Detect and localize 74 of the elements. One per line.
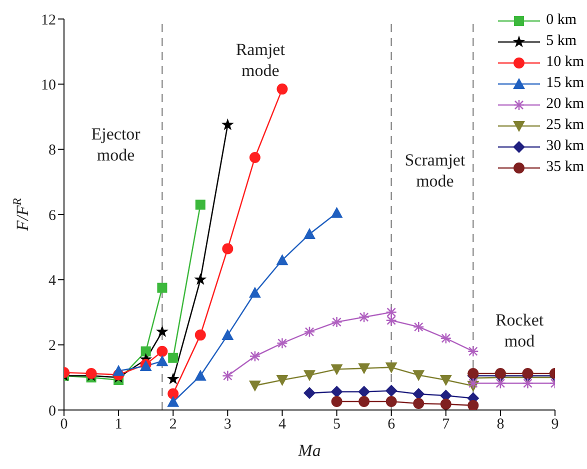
y-tick-label: 12 (41, 12, 56, 28)
legend-label: 30 km (546, 138, 584, 155)
legend-label: 10 km (546, 54, 584, 71)
point (156, 346, 168, 357)
point (358, 386, 370, 398)
point (330, 386, 343, 398)
point (112, 364, 125, 376)
legend-label: 25 km (546, 117, 584, 134)
point (385, 384, 398, 397)
y-tick-label: 10 (41, 77, 56, 94)
point (468, 400, 479, 410)
point (412, 370, 425, 382)
point (168, 388, 179, 400)
point (276, 375, 288, 386)
point (440, 398, 452, 410)
annotation: Rocket mod (495, 310, 544, 350)
legend-label: 20 km (546, 96, 584, 113)
legend-label: 35 km (546, 159, 584, 176)
annotation: Ejector mode (91, 124, 141, 165)
point (156, 325, 168, 338)
point (304, 228, 316, 240)
point (194, 273, 207, 285)
point (248, 286, 261, 298)
x-tick-label: 6 (388, 416, 396, 433)
x-tick-label: 4 (278, 416, 286, 433)
y-tick-label: 6 (48, 208, 56, 224)
x-tick-label: 3 (224, 416, 232, 433)
point (222, 329, 234, 340)
point (385, 362, 398, 374)
point (330, 206, 343, 218)
point (222, 243, 234, 254)
point (221, 118, 234, 130)
point (167, 396, 180, 407)
point (168, 352, 178, 363)
point (157, 282, 168, 293)
point (386, 396, 397, 408)
point (166, 372, 180, 384)
legend-label: 15 km (546, 75, 584, 92)
point (358, 396, 370, 408)
y-tick-label: 8 (48, 142, 56, 159)
annotation: Scramjet mode (404, 150, 466, 191)
point (468, 368, 479, 380)
point (248, 380, 261, 392)
point (358, 363, 370, 374)
point (140, 346, 151, 356)
legend-label: 5 km (546, 33, 576, 50)
point (440, 375, 452, 386)
x-tick-label: 0 (60, 416, 68, 433)
x-tick-label: 5 (333, 416, 341, 433)
x-tick-label: 1 (114, 416, 122, 433)
point (276, 254, 288, 266)
y-tick-label: 0 (48, 403, 56, 420)
x-tick-label: 8 (496, 416, 504, 433)
y-tick-label: 2 (48, 338, 56, 354)
point (522, 368, 534, 380)
point (304, 387, 316, 400)
y-tick-label: 4 (48, 272, 56, 289)
point (413, 398, 424, 409)
point (494, 368, 506, 380)
point (331, 396, 342, 408)
point (194, 330, 206, 341)
point (304, 370, 316, 382)
legend-label: 0 km (546, 12, 576, 29)
point (195, 200, 206, 210)
annotation: Ramjet mode (236, 40, 286, 80)
x-tick-label: 9 (551, 416, 559, 433)
point (156, 355, 168, 366)
x-axis-title: Ma (297, 441, 321, 460)
point (249, 152, 260, 163)
x-tick-label: 7 (442, 416, 450, 433)
point (276, 84, 288, 95)
x-tick-label: 2 (169, 416, 177, 433)
point (194, 370, 206, 381)
point (330, 364, 343, 376)
